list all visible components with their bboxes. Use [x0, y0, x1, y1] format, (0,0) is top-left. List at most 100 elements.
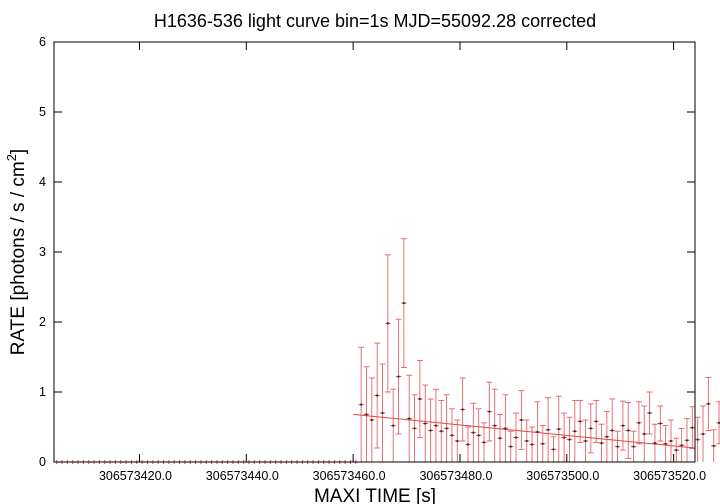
- data-point: [406, 374, 413, 462]
- data-marker: [360, 403, 363, 406]
- data-marker: [696, 438, 699, 441]
- data-point: [630, 430, 637, 462]
- x-tick-label: 306573440.0: [206, 469, 279, 483]
- data-marker: [514, 436, 518, 439]
- data-marker: [381, 411, 384, 415]
- data-marker: [402, 302, 405, 305]
- data-marker: [413, 427, 416, 430]
- data-point: [534, 401, 541, 462]
- data-point: [555, 395, 562, 462]
- axis-ticks: 0 1 2 3 4 5 6 306573420.0 306573440.0 306573460.0…: [39, 35, 706, 483]
- data-marker: [563, 436, 566, 439]
- data-marker: [520, 418, 523, 422]
- data-marker: [632, 445, 635, 448]
- y-axis-label-suffix: ]: [8, 149, 29, 154]
- data-marker: [525, 439, 528, 443]
- data-marker: [685, 439, 689, 442]
- data-point: [422, 384, 429, 462]
- data-marker: [701, 432, 705, 436]
- data-marker: [621, 424, 624, 427]
- data-marker: [445, 427, 448, 430]
- data-point: [486, 381, 493, 442]
- data-point: [523, 419, 530, 462]
- data-point: [470, 402, 477, 462]
- data-point: [700, 405, 707, 462]
- data-point: [395, 318, 402, 435]
- data-marker: [547, 428, 550, 431]
- data-marker: [504, 427, 507, 430]
- data-point: [625, 402, 632, 459]
- data-marker: [691, 426, 694, 429]
- data-marker: [424, 422, 427, 425]
- data-marker: [579, 420, 582, 423]
- data-marker: [434, 424, 438, 427]
- x-tick-label: 306573420.0: [99, 469, 172, 483]
- data-point: [502, 394, 509, 462]
- data-marker: [557, 428, 560, 431]
- background-trend-line: [353, 413, 696, 449]
- data-point: [651, 423, 658, 462]
- data-point: [705, 376, 712, 431]
- data-marker: [675, 449, 678, 452]
- data-point: [678, 427, 685, 462]
- data-point: [667, 419, 674, 462]
- data-marker: [680, 444, 683, 447]
- data-series: [54, 238, 720, 464]
- data-point: [497, 413, 504, 462]
- data-point: [577, 399, 584, 443]
- data-marker: [477, 434, 480, 437]
- x-tick-label: 306573460.0: [313, 469, 386, 483]
- data-point: [454, 419, 461, 462]
- data-point: [550, 436, 557, 462]
- data-marker: [386, 322, 389, 325]
- y-axis-label-main: RATE [photons / s / cm: [8, 161, 29, 355]
- data-marker: [568, 438, 571, 441]
- data-point: [582, 419, 589, 462]
- data-point: [464, 426, 471, 462]
- data-point: [603, 411, 610, 462]
- y-tick-label: 6: [39, 35, 46, 49]
- data-point: [683, 418, 690, 462]
- x-axis-label: MAXI TIME [s]: [314, 486, 436, 504]
- data-point: [566, 416, 573, 462]
- data-marker: [552, 448, 555, 451]
- data-point: [379, 363, 386, 462]
- x-tick-label: 306573480.0: [419, 469, 492, 483]
- data-point: [657, 405, 664, 442]
- data-marker: [397, 375, 400, 378]
- y-tick-label: 0: [39, 455, 46, 469]
- data-point: [411, 394, 418, 462]
- data-marker: [408, 417, 411, 420]
- data-marker: [659, 422, 662, 425]
- data-point: [507, 430, 514, 462]
- data-point: [609, 398, 616, 462]
- data-point: [545, 397, 552, 462]
- data-marker: [536, 430, 539, 433]
- data-marker: [648, 411, 651, 415]
- data-marker: [707, 402, 710, 405]
- data-marker: [466, 443, 470, 446]
- data-point: [374, 342, 381, 449]
- data-marker: [461, 408, 464, 411]
- data-marker: [669, 439, 673, 443]
- data-point: [646, 391, 653, 435]
- data-marker: [509, 445, 512, 448]
- data-marker: [717, 421, 720, 424]
- data-marker: [653, 442, 657, 445]
- data-marker: [664, 442, 667, 445]
- data-marker: [488, 410, 491, 413]
- data-point: [710, 429, 717, 462]
- data-point: [513, 412, 520, 462]
- data-marker: [627, 429, 630, 432]
- data-point: [641, 405, 648, 462]
- data-point: [593, 399, 600, 443]
- data-point: [673, 437, 680, 462]
- data-marker: [493, 424, 496, 427]
- data-marker: [440, 430, 443, 433]
- data-point: [518, 390, 525, 450]
- data-point: [587, 403, 594, 454]
- data-point: [384, 254, 391, 393]
- data-marker: [392, 424, 395, 427]
- data-point: [438, 399, 445, 462]
